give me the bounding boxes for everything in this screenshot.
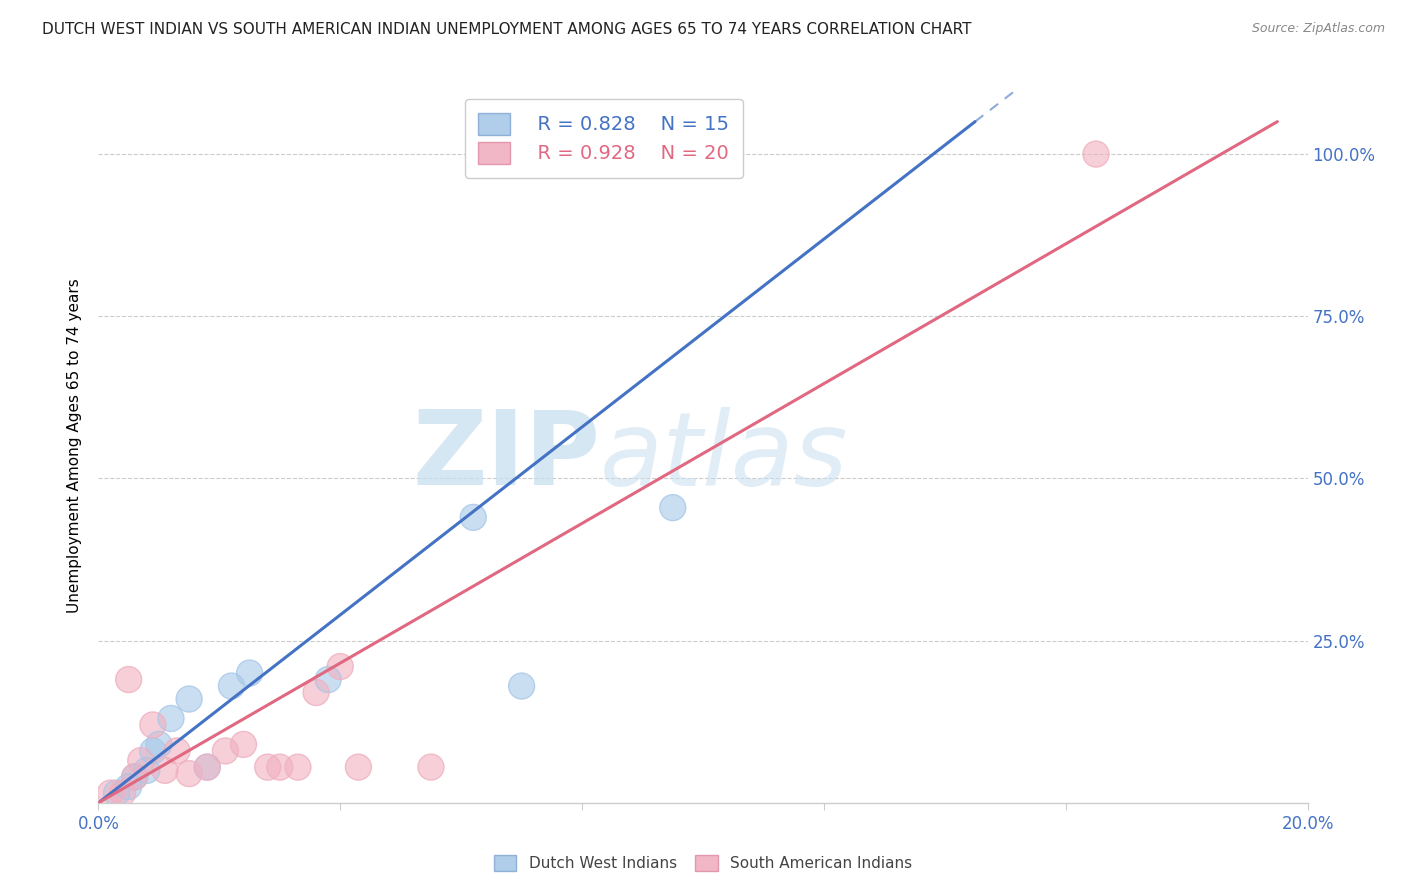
- Point: [129, 754, 152, 768]
- Point: [179, 692, 201, 706]
- Point: [221, 679, 243, 693]
- Point: [305, 685, 328, 699]
- Point: [221, 679, 243, 693]
- Point: [118, 673, 141, 687]
- Point: [195, 760, 218, 774]
- Point: [347, 760, 370, 774]
- Text: ZIP: ZIP: [412, 406, 600, 508]
- Point: [100, 786, 122, 800]
- Point: [153, 764, 176, 778]
- Point: [142, 718, 165, 732]
- Point: [329, 659, 352, 673]
- Point: [135, 764, 157, 778]
- Point: [214, 744, 236, 758]
- Point: [420, 760, 443, 774]
- Point: [179, 692, 201, 706]
- Point: [256, 760, 278, 774]
- Point: [166, 744, 188, 758]
- Point: [129, 754, 152, 768]
- Text: DUTCH WEST INDIAN VS SOUTH AMERICAN INDIAN UNEMPLOYMENT AMONG AGES 65 TO 74 YEAR: DUTCH WEST INDIAN VS SOUTH AMERICAN INDI…: [42, 22, 972, 37]
- Point: [124, 770, 146, 784]
- Point: [463, 510, 485, 524]
- Point: [232, 738, 254, 752]
- Point: [305, 685, 328, 699]
- Point: [662, 500, 685, 515]
- Point: [256, 760, 278, 774]
- Point: [153, 764, 176, 778]
- Point: [239, 666, 262, 681]
- Point: [135, 764, 157, 778]
- Point: [118, 673, 141, 687]
- Point: [420, 760, 443, 774]
- Point: [179, 766, 201, 780]
- Point: [142, 744, 165, 758]
- Point: [105, 786, 128, 800]
- Point: [105, 786, 128, 800]
- Point: [662, 500, 685, 515]
- Point: [232, 738, 254, 752]
- Point: [510, 679, 533, 693]
- Point: [463, 510, 485, 524]
- Point: [118, 780, 141, 794]
- Point: [195, 760, 218, 774]
- Point: [124, 770, 146, 784]
- Point: [195, 760, 218, 774]
- Point: [239, 666, 262, 681]
- Point: [142, 718, 165, 732]
- Point: [148, 738, 170, 752]
- Point: [142, 744, 165, 758]
- Point: [148, 738, 170, 752]
- Point: [287, 760, 309, 774]
- Y-axis label: Unemployment Among Ages 65 to 74 years: Unemployment Among Ages 65 to 74 years: [66, 278, 82, 614]
- Point: [316, 673, 339, 687]
- Point: [124, 770, 146, 784]
- Point: [347, 760, 370, 774]
- Point: [179, 766, 201, 780]
- Point: [118, 780, 141, 794]
- Point: [316, 673, 339, 687]
- Legend: Dutch West Indians, South American Indians: Dutch West Indians, South American India…: [488, 849, 918, 877]
- Point: [1085, 147, 1108, 161]
- Point: [1085, 147, 1108, 161]
- Point: [329, 659, 352, 673]
- Point: [269, 760, 291, 774]
- Point: [160, 711, 183, 725]
- Point: [124, 770, 146, 784]
- Point: [287, 760, 309, 774]
- Point: [510, 679, 533, 693]
- Point: [100, 786, 122, 800]
- Point: [269, 760, 291, 774]
- Point: [195, 760, 218, 774]
- Point: [214, 744, 236, 758]
- Text: Source: ZipAtlas.com: Source: ZipAtlas.com: [1251, 22, 1385, 36]
- Point: [166, 744, 188, 758]
- Point: [111, 786, 134, 800]
- Text: atlas: atlas: [600, 407, 848, 507]
- Point: [160, 711, 183, 725]
- Point: [111, 786, 134, 800]
